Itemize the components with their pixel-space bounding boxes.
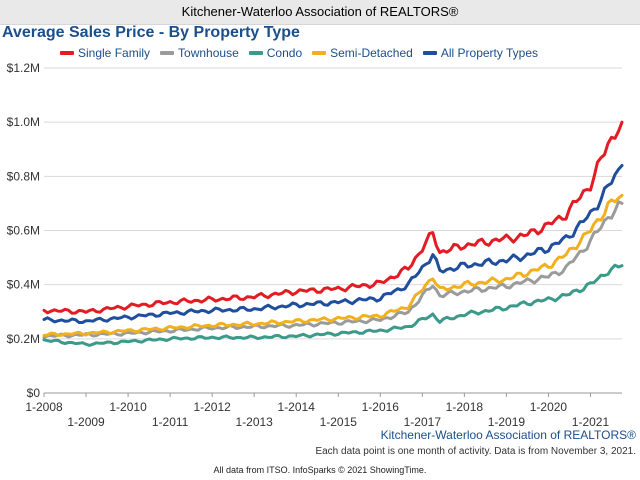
legend-item: Semi-Detached: [312, 46, 413, 60]
y-tick-label: $0.6M: [7, 224, 40, 238]
header-title: Kitchener-Waterloo Association of REALTO…: [181, 4, 459, 19]
legend-swatch: [248, 51, 263, 55]
x-tick-label: 1-2017: [404, 415, 442, 429]
x-tick-label: 1-2008: [25, 400, 63, 414]
legend-swatch: [60, 51, 74, 55]
x-tick-label: 1-2010: [109, 400, 147, 414]
legend-label: All Property Types: [440, 46, 538, 60]
y-tick-label: $0.2M: [7, 332, 40, 346]
x-tick-label: 1-2012: [193, 400, 231, 414]
legend-item: Single Family: [60, 46, 150, 60]
series-line-single-family: [42, 120, 624, 315]
chart-legend: Single Family Townhouse Condo Semi-Detached…: [60, 46, 538, 60]
legend-label: Townhouse: [178, 46, 239, 60]
legend-item: Condo: [248, 46, 303, 60]
legend-swatch: [160, 51, 175, 55]
legend-label: Single Family: [78, 46, 151, 60]
x-tick-label: 1-2014: [278, 400, 316, 414]
y-tick-label: $1.0M: [7, 115, 40, 129]
x-tick-label: 1-2021: [572, 415, 610, 429]
x-tick-label: 1-2020: [530, 400, 568, 414]
x-tick-label: 1-2009: [67, 415, 105, 429]
legend-swatch: [422, 51, 437, 55]
legend-label: Condo: [266, 46, 303, 60]
series-line-semi-detached: [42, 193, 624, 337]
legend-label: Semi-Detached: [330, 46, 413, 60]
x-tick-label: 1-2013: [235, 415, 273, 429]
y-tick-label: $1.2M: [7, 61, 40, 75]
header-bar: Kitchener-Waterloo Association of REALTO…: [0, 0, 640, 25]
chart-title: Average Sales Price - By Property Type: [2, 24, 300, 41]
legend-item: Townhouse: [160, 46, 239, 60]
footer-note: Each data point is one month of activity…: [315, 446, 636, 457]
legend-item: All Property Types: [422, 46, 538, 60]
legend-swatch: [312, 51, 327, 55]
x-tick-label: 1-2011: [152, 415, 189, 429]
series-line-all-property-types: [42, 164, 624, 324]
footer-brand: Kitchener-Waterloo Association of REALTO…: [380, 428, 636, 442]
x-tick-label: 1-2015: [320, 415, 358, 429]
y-tick-label: $0.4M: [7, 278, 40, 292]
footer-credit: All data from ITSO. InfoSparks © 2021 Sh…: [213, 465, 427, 475]
series-line-condo: [42, 263, 624, 347]
x-tick-label: 1-2016: [362, 400, 400, 414]
x-tick-label: 1-2018: [446, 400, 484, 414]
x-tick-label: 1-2019: [488, 415, 526, 429]
y-tick-label: $0: [27, 386, 41, 400]
y-tick-label: $0.8M: [7, 169, 40, 183]
series-line-townhouse: [42, 200, 624, 339]
